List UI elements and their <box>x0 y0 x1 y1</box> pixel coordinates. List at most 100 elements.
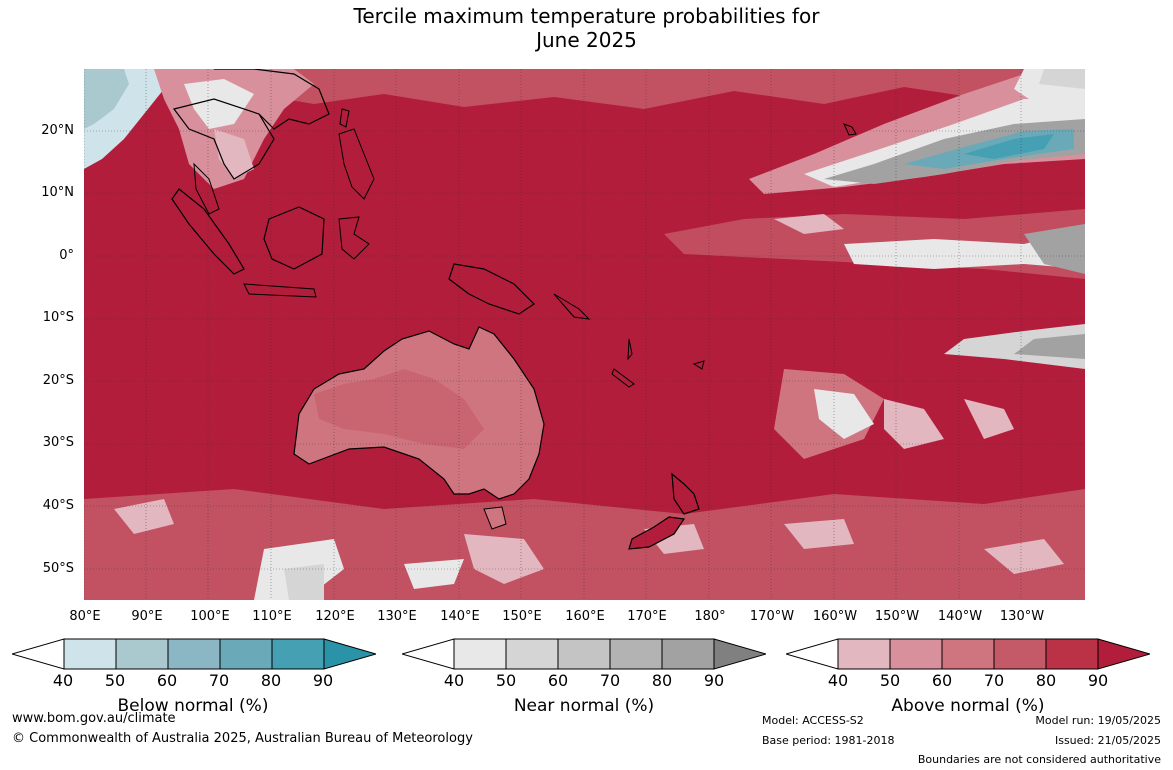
disclaimer-text: Boundaries are not considered authoritat… <box>917 753 1161 766</box>
title-line-1: Tercile maximum temperature probabilitie… <box>353 4 820 28</box>
cbar-cell-2 <box>505 638 559 670</box>
lon-label-140w: 140°W <box>937 609 983 624</box>
lon-label-150e: 150°E <box>502 609 542 624</box>
lon-label-150w: 150°W <box>874 609 920 624</box>
cbar-cell-4 <box>609 638 663 670</box>
new-guinea <box>448 263 535 315</box>
ne-pacific-near-normal <box>749 74 1085 194</box>
hawaii <box>843 123 857 136</box>
lat-label-50s: 50°S <box>42 561 74 576</box>
cbar-cell-5 <box>1045 638 1099 670</box>
lon-label-180: 180° <box>694 609 726 624</box>
cbar-cell-3 <box>941 638 995 670</box>
cbar-below-tick-90: 90 <box>312 671 334 690</box>
java <box>243 283 317 298</box>
indochina <box>172 98 275 180</box>
lat-label-equator: 0° <box>59 248 74 263</box>
lon-label-100e: 100°E <box>190 609 230 624</box>
lon-label-130e: 130°E <box>377 609 417 624</box>
cbar-cell-1 <box>837 638 891 670</box>
cbar-right-extension <box>713 638 768 670</box>
probability-map <box>84 69 1085 600</box>
lat-label-30s: 30°S <box>42 435 74 450</box>
cbar-cell-3 <box>557 638 611 670</box>
cbar-below-tick-50: 50 <box>104 671 126 690</box>
china-coast <box>214 69 330 130</box>
borneo <box>263 206 325 270</box>
cbar-above-tick-60: 60 <box>931 671 953 690</box>
cbar-near-tick-80: 80 <box>651 671 673 690</box>
issued-text: Issued: 21/05/2025 <box>1054 734 1161 747</box>
lon-label-170w: 170°W <box>749 609 795 624</box>
cbar-above-tick-80: 80 <box>1035 671 1057 690</box>
cbar-near-title: Near normal (%) <box>513 696 655 716</box>
bom-url-link[interactable]: www.bom.gov.au/climate <box>12 711 176 726</box>
cbar-below-tick-70: 70 <box>208 671 230 690</box>
cbar-cell-4 <box>993 638 1047 670</box>
lon-label-110e: 110°E <box>252 609 292 624</box>
map-title: Tercile maximum temperature probabilitie… <box>0 4 1173 52</box>
cbar-left-extension <box>784 638 839 670</box>
copyright-text: © Commonwealth of Australia 2025, Austra… <box>12 731 473 746</box>
new-zealand-north <box>671 472 700 515</box>
cbar-above-title: Above normal (%) <box>891 696 1045 716</box>
lon-label-120e: 120°E <box>315 609 355 624</box>
lon-label-130w: 130°W <box>999 609 1045 624</box>
cbar-left-extension <box>400 638 455 670</box>
cbar-near-tick-50: 50 <box>495 671 517 690</box>
cbar-below-tick-80: 80 <box>260 671 282 690</box>
new-zealand-south <box>628 516 686 550</box>
malay-peninsula <box>193 162 220 215</box>
philippines <box>338 128 375 200</box>
cbar-near-tick-60: 60 <box>547 671 569 690</box>
cbar-right-extension <box>323 638 378 670</box>
lon-label-170e: 170°E <box>627 609 667 624</box>
tasmania <box>483 506 507 530</box>
model-run-text: Model run: 19/05/2025 <box>1035 714 1161 727</box>
lon-label-140e: 140°E <box>440 609 480 624</box>
vanuatu <box>627 338 633 361</box>
cbar-below-tick-40: 40 <box>52 671 74 690</box>
cbar-near-tick-90: 90 <box>703 671 725 690</box>
cbar-above-tick-40: 40 <box>827 671 849 690</box>
cbar-above-tick-90: 90 <box>1087 671 1109 690</box>
cbar-below-tick-60: 60 <box>156 671 178 690</box>
cbar-below-title: Below normal (%) <box>117 696 269 716</box>
title-line-2: June 2025 <box>536 28 637 52</box>
cbar-near-tick-40: 40 <box>443 671 465 690</box>
lon-label-90e: 90°E <box>131 609 163 624</box>
cbar-cell-4 <box>219 638 273 670</box>
cbar-cell-2 <box>889 638 943 670</box>
base-period-text: Base period: 1981-2018 <box>762 734 895 747</box>
cbar-cell-3 <box>167 638 221 670</box>
cbar-cell-5 <box>271 638 325 670</box>
fiji <box>692 360 705 370</box>
map-grid <box>84 69 1085 600</box>
taiwan <box>339 108 350 128</box>
lat-label-20s: 20°S <box>42 373 74 388</box>
model-text: Model: ACCESS-S2 <box>762 714 864 727</box>
colorbar-near-normal <box>400 638 768 674</box>
new-caledonia <box>611 368 635 388</box>
cbar-right-extension <box>1097 638 1152 670</box>
se-pacific-near-normal <box>944 324 1085 369</box>
cbar-cell-5 <box>661 638 715 670</box>
cbar-cell-1 <box>63 638 117 670</box>
cbar-near-tick-70: 70 <box>599 671 621 690</box>
cbar-left-extension <box>10 638 65 670</box>
lat-label-20n: 20°N <box>41 123 74 138</box>
lat-label-40s: 40°S <box>42 498 74 513</box>
colorbar-below-normal <box>10 638 378 674</box>
cbar-cell-1 <box>453 638 507 670</box>
cbar-above-tick-70: 70 <box>983 671 1005 690</box>
cbar-cell-2 <box>115 638 169 670</box>
lon-label-160w: 160°W <box>812 609 858 624</box>
north-strip-shading <box>214 69 1085 109</box>
southern-ocean-shading <box>84 489 1085 600</box>
sulawesi <box>338 216 370 260</box>
lon-label-80e: 80°E <box>69 609 101 624</box>
lat-label-10s: 10°S <box>42 310 74 325</box>
lon-label-160e: 160°E <box>565 609 605 624</box>
cbar-above-tick-50: 50 <box>879 671 901 690</box>
lat-label-10n: 10°N <box>41 185 74 200</box>
